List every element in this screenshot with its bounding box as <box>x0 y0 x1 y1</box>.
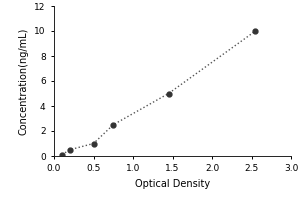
Point <box>68 148 72 151</box>
Point <box>253 29 258 33</box>
Point <box>166 92 171 95</box>
X-axis label: Optical Density: Optical Density <box>135 179 210 189</box>
Point <box>59 153 64 156</box>
Point <box>91 142 96 145</box>
Point <box>111 123 116 126</box>
Y-axis label: Concentration(ng/mL): Concentration(ng/mL) <box>19 27 28 135</box>
